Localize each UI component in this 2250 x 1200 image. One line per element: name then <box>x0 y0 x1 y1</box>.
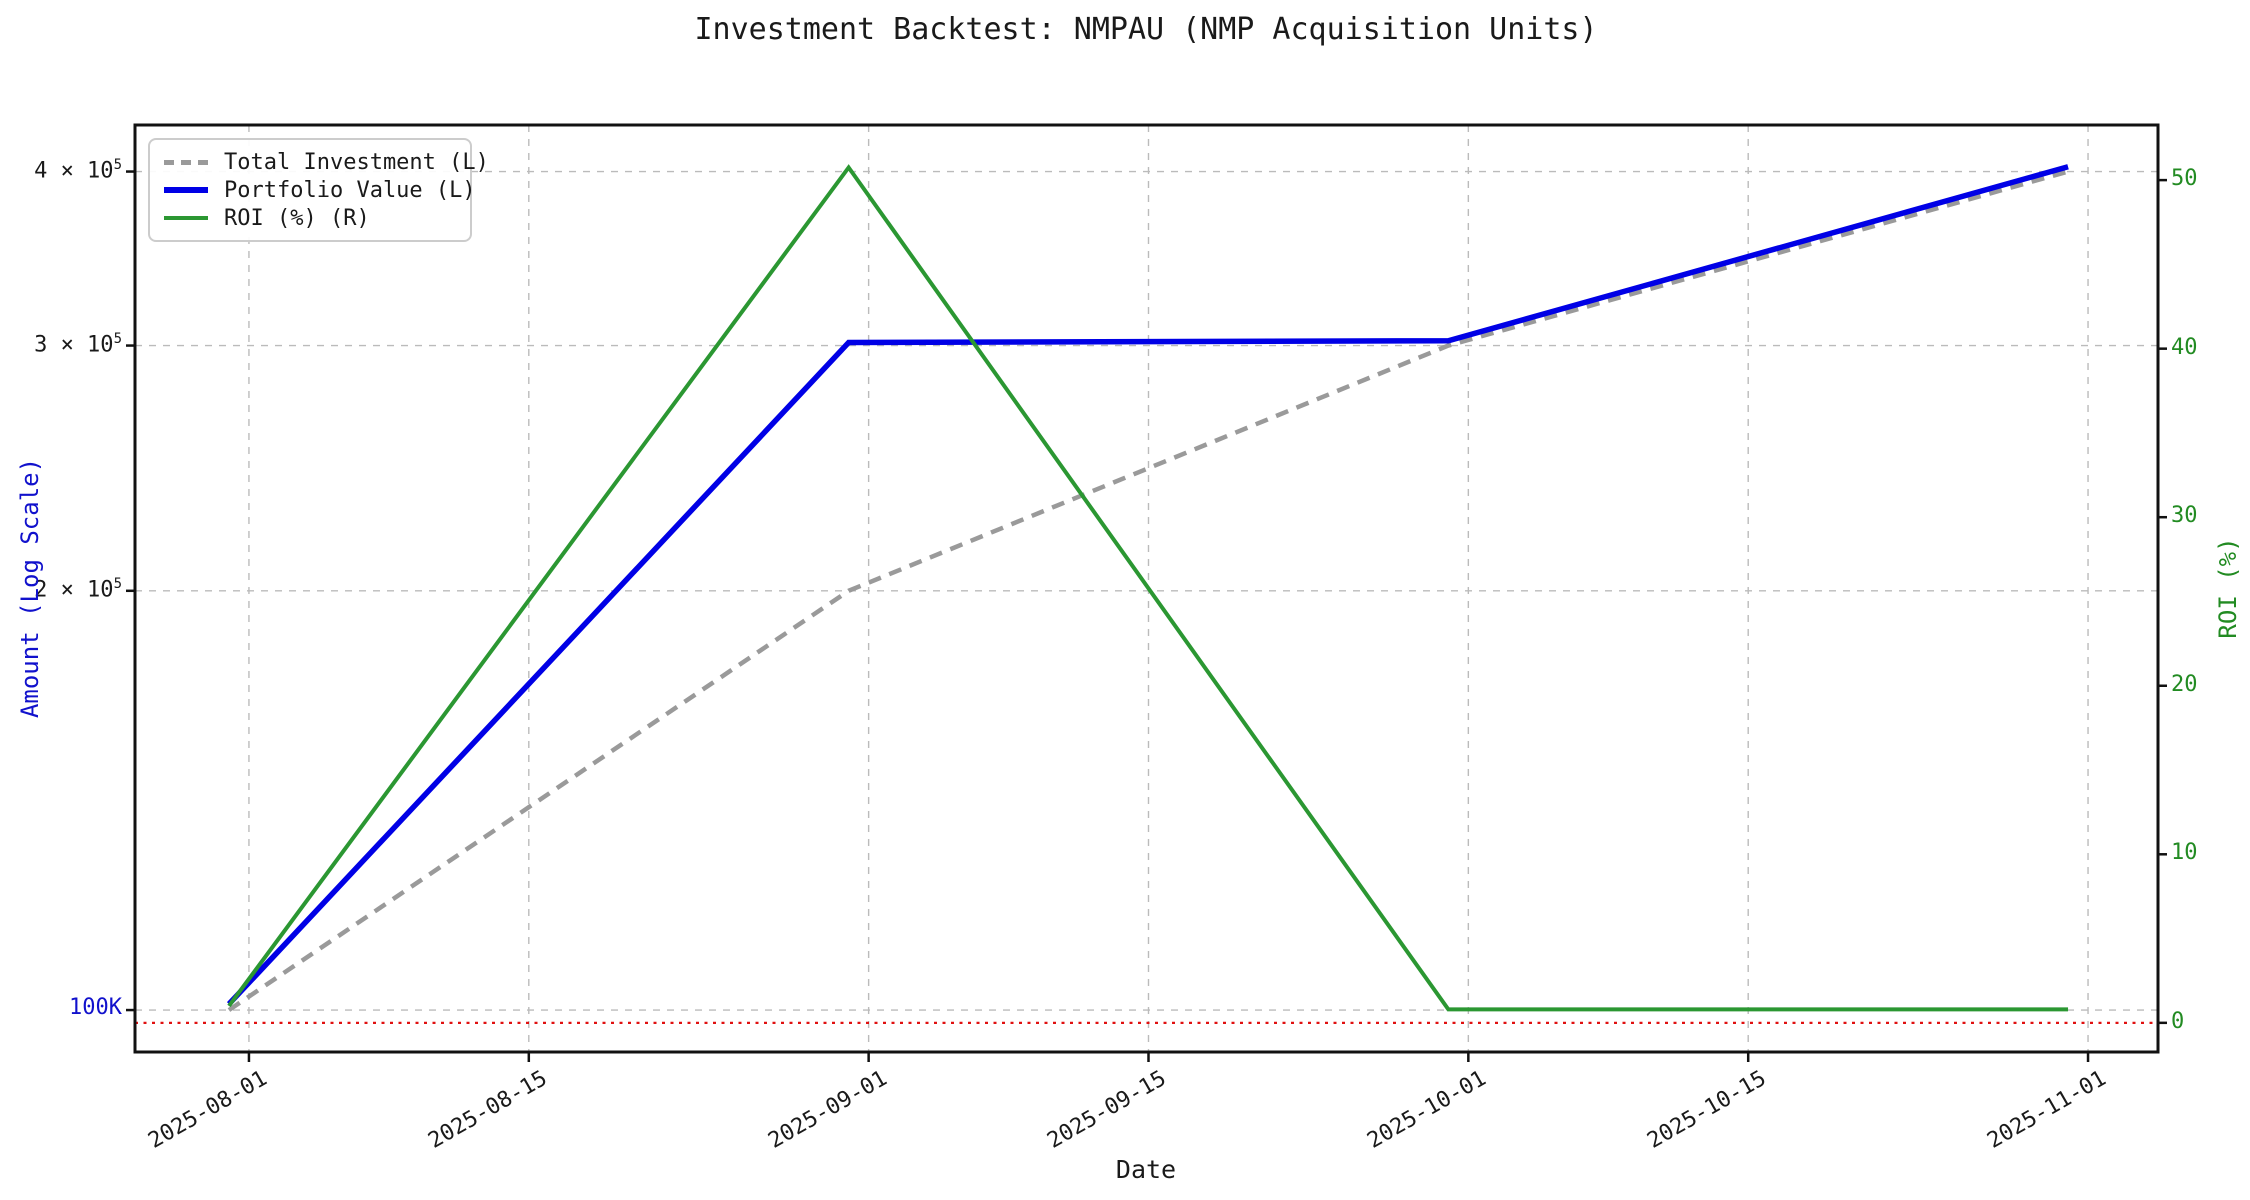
x-axis-label: Date <box>1115 1155 1177 1184</box>
series-line-0 <box>227 169 2069 1012</box>
legend-item-portfolio-value: Portfolio Value (L) <box>164 178 476 203</box>
left-tick-label: 4 × 105 <box>34 156 122 183</box>
left-tick-label: 2 × 105 <box>34 575 122 603</box>
dashed-line-swatch <box>164 159 208 165</box>
solid-blue-line-swatch <box>164 187 208 193</box>
series-line-2 <box>227 164 2069 1012</box>
right-tick-label: 50 <box>2171 166 2198 192</box>
right-y-axis-label: ROI (%) <box>2214 537 2242 639</box>
left-tick-label: 3 × 105 <box>34 330 122 357</box>
right-tick-label: 30 <box>2171 503 2198 529</box>
legend-label: Total Investment (L) <box>224 149 489 175</box>
left-y-axis-label: Amount (Log Scale) <box>16 457 44 719</box>
legend: Total Investment (L) Portfolio Value (L)… <box>148 138 489 242</box>
right-tick-label: 10 <box>2171 840 2198 866</box>
legend-label: Portfolio Value (L) <box>224 177 476 203</box>
right-tick-label: 40 <box>2171 334 2198 360</box>
left-tick-label: 100K <box>69 995 122 1021</box>
right-tick-label: 0 <box>2171 1008 2185 1034</box>
right-tick-label: 20 <box>2171 671 2198 697</box>
legend-item-roi: ROI (%) (R) <box>164 206 456 231</box>
solid-green-line-swatch <box>164 216 208 220</box>
plot-border <box>133 123 2160 1054</box>
legend-item-total-investment: Total Investment (L) <box>164 150 489 175</box>
chart-title: Investment Backtest: NMPAU (NMP Acquisit… <box>694 12 1598 47</box>
legend-label: ROI (%) (R) <box>224 205 370 231</box>
series-line-1 <box>226 164 2069 1006</box>
